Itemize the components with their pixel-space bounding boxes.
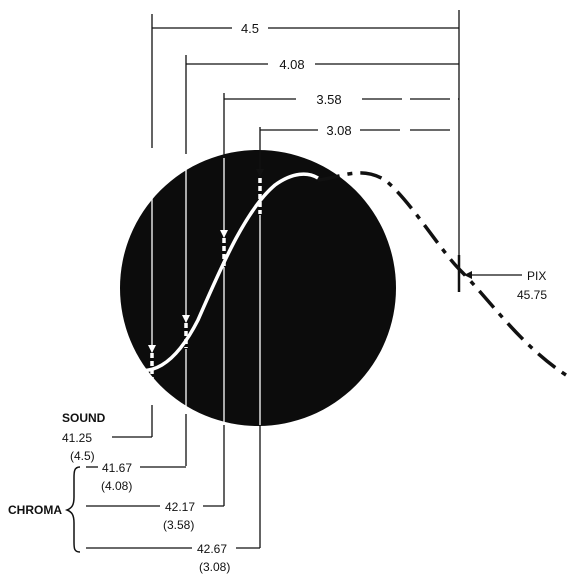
chroma3-frequency: 42.67 — [197, 542, 227, 556]
spacing-label-3: 3.58 — [316, 92, 341, 107]
pix-label: PIX — [527, 269, 546, 283]
chroma2-frequency: 42.17 — [165, 500, 195, 514]
spacing-label-2: 4.08 — [279, 57, 304, 72]
chroma1-frequency: 41.67 — [102, 461, 132, 475]
chroma-label: CHROMA — [8, 503, 62, 517]
chroma2-spacing: (3.58) — [163, 518, 194, 532]
sound-spacing: (4.5) — [70, 449, 95, 463]
sound-label: SOUND — [62, 411, 106, 425]
sound-frequency: 41.25 — [62, 431, 92, 445]
pix-value: 45.75 — [517, 288, 547, 302]
chroma-brace — [67, 467, 80, 552]
spacing-label-4: 3.08 — [326, 123, 351, 138]
chroma3-spacing: (3.08) — [199, 560, 230, 574]
spacing-label-1: 4.5 — [241, 21, 259, 36]
chroma1-spacing: (4.08) — [101, 479, 132, 493]
black-disc — [120, 150, 396, 426]
